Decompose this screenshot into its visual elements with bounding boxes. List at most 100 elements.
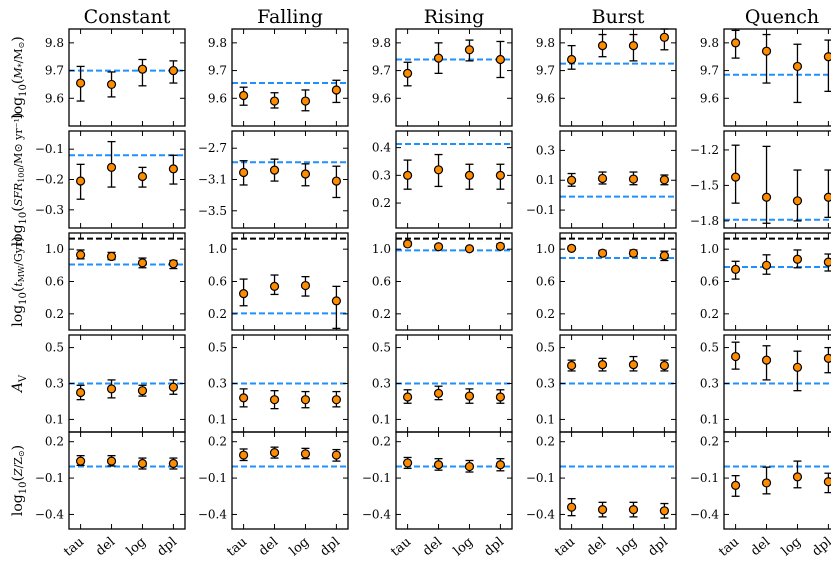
ylabel-main: log (10, 224, 26, 246)
data-point (628, 41, 639, 51)
data-point (239, 393, 249, 403)
y-tick-label: −0.4 (690, 507, 720, 521)
data-point (464, 244, 475, 254)
data-point (566, 175, 577, 185)
y-tick-label: 0.1 (45, 412, 64, 426)
y-tick-label: −3.1 (198, 173, 227, 187)
ylabel-paren: ) (10, 36, 26, 41)
y-tick-label: 0.3 (536, 377, 555, 391)
ylabel-frac-top: t (12, 282, 25, 287)
ylabel-main: log (10, 305, 26, 327)
data-point (792, 362, 803, 372)
ylabel-frac-top-sub: MW (17, 265, 26, 282)
data-point (433, 242, 444, 252)
y-tick-label: 9.8 (45, 36, 64, 50)
y-tick-label: 9.7 (372, 64, 391, 78)
ylabel-main: A (10, 382, 26, 394)
ylabel-slash: / (12, 59, 25, 63)
data-point (137, 458, 148, 469)
data-point (823, 257, 831, 267)
data-point (106, 384, 117, 394)
x-tick-label: dpl (809, 535, 831, 560)
panel-frame (231, 232, 349, 331)
y-tick-label: 0.1 (536, 173, 555, 187)
data-point (239, 90, 249, 101)
data-point (659, 32, 670, 42)
y-tick-label: 0.3 (700, 377, 719, 391)
panel-frame (559, 28, 677, 127)
data-point (403, 68, 413, 78)
x-tick-label: log (779, 535, 804, 560)
panel: −1.8 −1.5 −1.2 (690, 130, 831, 229)
panel: 0.1 0.3 0.5 (208, 334, 349, 433)
panel-frame (723, 130, 831, 229)
y-tick-label: 1.0 (208, 242, 227, 256)
panel: 0.2 0.6 1.0 (700, 232, 831, 331)
ylabel-frac-bottom: Gyr (12, 241, 25, 262)
panel: 0.2 0.6 1.0 (372, 232, 513, 331)
panel: −0.4 −0.1 0.2 tau del log dpl (35, 431, 186, 560)
ylabel-frac-top-sub: * (17, 63, 26, 67)
y-tick-label: 0.2 (45, 307, 64, 321)
data-point (168, 458, 178, 469)
data-point (106, 79, 117, 90)
x-tick-label: tau (388, 535, 414, 560)
panel: 9.6 9.7 9.8 (372, 28, 513, 127)
x-tick-label: del (584, 535, 609, 559)
data-point (106, 251, 117, 262)
data-point (433, 53, 444, 63)
row-ylabel-text: log10(M*/M⊙) (10, 36, 29, 119)
data-point (628, 505, 639, 515)
y-tick-label: 9.6 (208, 91, 227, 105)
y-tick-label: 1.0 (372, 242, 391, 256)
panel-frame (68, 232, 186, 331)
row-ylabel-text: log10(Z/Z⊙) (10, 445, 29, 516)
ylabel-frac-top: M (12, 67, 25, 80)
row-ylabel: log10(M*/M⊙) (10, 36, 29, 119)
data-point (761, 260, 772, 270)
data-point (823, 353, 831, 363)
data-point (597, 505, 608, 515)
ylabel-slash: / (12, 262, 25, 266)
data-point (269, 281, 280, 291)
panel: 0.2 0.6 1.0 (208, 232, 349, 331)
data-point (168, 382, 178, 392)
y-tick-label: −0.1 (35, 471, 64, 485)
data-point (566, 502, 577, 512)
data-point (300, 96, 311, 106)
y-tick-label: 0.2 (372, 435, 391, 449)
y-tick-label: 0.6 (372, 275, 391, 289)
data-point (403, 458, 413, 468)
data-point (792, 196, 803, 206)
y-tick-label: 0.3 (45, 377, 64, 391)
row-ylabel: log10(SFR100/M⊙ yr⁻¹) (10, 113, 29, 247)
data-point (331, 176, 341, 186)
data-point (464, 391, 475, 401)
column-title: Burst (592, 6, 645, 28)
data-point (730, 172, 741, 182)
x-tick-label: tau (61, 535, 87, 560)
panel: 9.6 9.7 9.8 (45, 28, 186, 127)
ylabel-paren: ) (10, 445, 26, 450)
data-point (730, 480, 741, 490)
ylabel-sub: 10 (18, 84, 29, 97)
panel: 9.6 9.7 9.8 (536, 28, 677, 127)
x-tick-label: tau (224, 535, 250, 560)
data-point (597, 173, 608, 184)
panel: 9.6 9.7 9.8 (700, 28, 831, 127)
y-tick-label: 9.6 (700, 91, 719, 105)
y-tick-label: 1.0 (700, 242, 719, 256)
ylabel-frac-top-sub: 100 (17, 168, 26, 183)
panel-frame (231, 28, 349, 127)
ylabel-sub: 10 (18, 212, 29, 225)
y-tick-label: 0.5 (700, 341, 719, 355)
data-point (300, 449, 311, 459)
y-tick-label: 0.3 (208, 377, 227, 391)
y-tick-label: 0.2 (700, 435, 719, 449)
data-point (269, 165, 280, 175)
data-point (300, 280, 311, 291)
data-point (137, 258, 148, 268)
data-point (823, 192, 831, 202)
data-point (566, 54, 577, 65)
